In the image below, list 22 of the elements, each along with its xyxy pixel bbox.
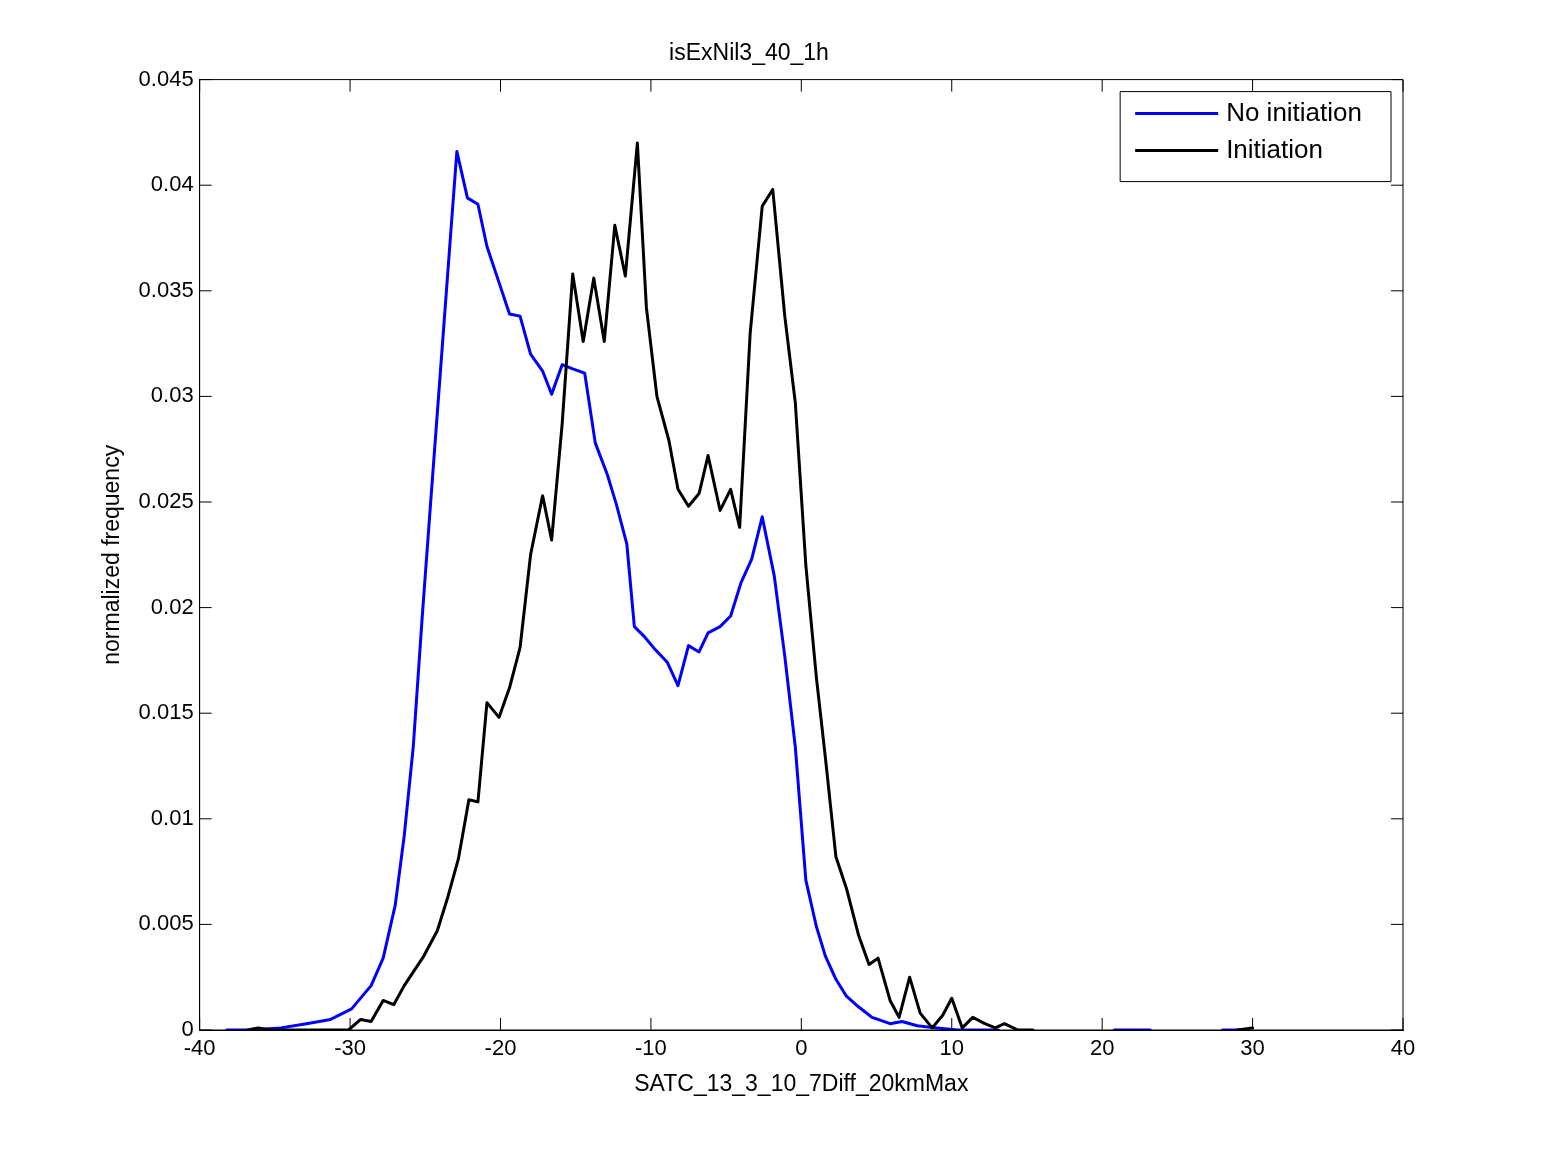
y-tick-label: 0.04 — [150, 171, 194, 197]
x-tick-label: -20 — [484, 1035, 517, 1061]
y-tick-label: 0.015 — [138, 699, 194, 725]
x-tick-label: 10 — [939, 1035, 964, 1061]
legend-label: No initiation — [1226, 96, 1363, 127]
y-tick-label: 0.025 — [138, 488, 194, 514]
x-tick-label: 0 — [795, 1035, 808, 1061]
y-axis-title: normalized frequency — [98, 444, 125, 665]
y-tick-label: 0.035 — [138, 276, 194, 302]
x-tick-label: -30 — [334, 1035, 366, 1061]
y-tick-label: 0.045 — [138, 65, 194, 91]
x-axis-title: SATC_13_3_10_7Diff_20kmMax — [634, 1069, 969, 1096]
x-tick-label: -10 — [635, 1035, 667, 1061]
y-tick-label: 0.01 — [150, 804, 194, 830]
chart-title: isExNil3_40_1h — [669, 39, 829, 66]
y-tick-label: 0.005 — [138, 910, 194, 936]
x-tick-label: 20 — [1089, 1035, 1115, 1061]
legend-label: Initiation — [1226, 133, 1323, 164]
x-tick-label: 40 — [1390, 1035, 1416, 1061]
y-tick-label: 0.03 — [150, 382, 194, 408]
x-tick-label: 30 — [1240, 1035, 1265, 1061]
y-tick-label: 0.02 — [150, 593, 194, 619]
